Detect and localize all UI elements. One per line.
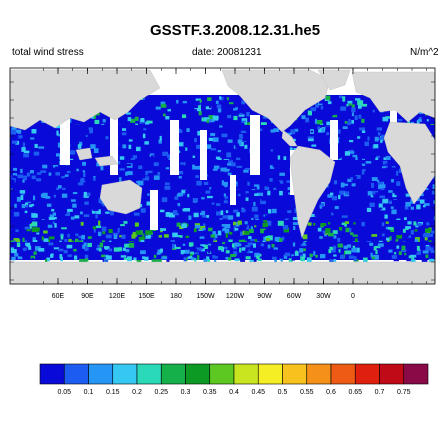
colorbar-swatch bbox=[330, 363, 356, 385]
land-shape-4 bbox=[281, 129, 298, 147]
colorbar-label: 0.4 bbox=[229, 389, 239, 396]
colorbar-swatch bbox=[112, 363, 138, 385]
colorbar-swatch bbox=[354, 363, 380, 385]
land-shape-0 bbox=[10, 69, 161, 131]
variable-label: total wind stress bbox=[12, 47, 84, 58]
colorbar-swatch bbox=[39, 363, 65, 385]
colorbar-swatch bbox=[306, 363, 332, 385]
land-shape-7 bbox=[99, 179, 143, 215]
colorbar-label: 0.75 bbox=[397, 389, 411, 396]
wind-stress-field bbox=[10, 95, 435, 265]
colorbar-swatch bbox=[379, 363, 405, 385]
plot-frame bbox=[9, 67, 436, 285]
chart-title: GSSTF.3.2008.12.31.he5 bbox=[149, 22, 321, 39]
x-tick-label: 150W bbox=[196, 293, 215, 300]
colorbar-label: 0.25 bbox=[154, 389, 168, 396]
colorbar-label: 0.65 bbox=[348, 389, 362, 396]
colorbar-swatch bbox=[233, 363, 259, 385]
colorbar-swatch bbox=[257, 363, 283, 385]
x-tick-label: 60W bbox=[287, 293, 302, 300]
land-shape-10 bbox=[10, 261, 435, 284]
colorbar-swatch bbox=[282, 363, 308, 385]
land-masses bbox=[10, 69, 435, 284]
colorbar: 0.05 0.1 0.15 0.2 0.25 0.3 0.35 0.4 0.45 0.5 0.55 0… bbox=[39, 363, 429, 396]
x-tick-label: 60E bbox=[52, 293, 65, 300]
colorbar-label: 0.15 bbox=[106, 389, 120, 396]
colorbar-label: 0.55 bbox=[300, 389, 314, 396]
units-label: N/m^2 bbox=[410, 47, 439, 58]
colorbar-label: 0.35 bbox=[203, 389, 217, 396]
land-shape-8 bbox=[75, 147, 93, 161]
colorbar-label: 0.2 bbox=[132, 389, 142, 396]
colorbar-swatch bbox=[185, 363, 211, 385]
land-shape-6 bbox=[383, 121, 435, 205]
x-tick-label: 180 bbox=[170, 293, 182, 300]
colorbar-label: 0.45 bbox=[251, 389, 265, 396]
colorbar-swatch bbox=[160, 363, 186, 385]
x-tick-label: 30W bbox=[316, 293, 331, 300]
x-tick-label: 120W bbox=[226, 293, 245, 300]
colorbar-label: 0.7 bbox=[375, 389, 385, 396]
colorbar-swatch bbox=[63, 363, 89, 385]
x-tick-label: 120E bbox=[109, 293, 126, 300]
date-label: date: 20081231 bbox=[192, 47, 262, 58]
land-shape-9 bbox=[94, 155, 119, 167]
x-tick-label: 0 bbox=[351, 293, 355, 300]
x-tick-label: 90E bbox=[81, 293, 94, 300]
land-shape-1 bbox=[351, 71, 435, 123]
map-axes: 60E 90E 120E 150E 180 150W 120W 90W 60W 30W 0 bbox=[10, 68, 435, 300]
colorbar-label: 0.1 bbox=[84, 389, 94, 396]
colorbar-swatch bbox=[209, 363, 235, 385]
x-tick-label: 90W bbox=[257, 293, 272, 300]
colorbar-label: 0.05 bbox=[57, 389, 71, 396]
land-shape-5 bbox=[289, 145, 336, 239]
colorbar-label: 0.6 bbox=[326, 389, 336, 396]
colorbar-label: 0.5 bbox=[278, 389, 288, 396]
land-shape-3 bbox=[317, 69, 351, 91]
colorbar-swatch bbox=[88, 363, 114, 385]
colorbar-swatch bbox=[136, 363, 162, 385]
x-tick-label: 150E bbox=[138, 293, 155, 300]
colorbar-swatch bbox=[403, 363, 429, 385]
colorbar-label: 0.3 bbox=[181, 389, 191, 396]
